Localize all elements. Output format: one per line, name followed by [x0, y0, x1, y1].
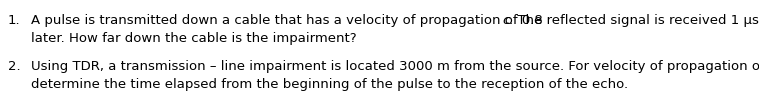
Text: Using TDR, a transmission – line impairment is located 3000 m from the source. F: Using TDR, a transmission – line impairm…	[31, 60, 759, 73]
Text: determine the time elapsed from the beginning of the pulse to the reception of t: determine the time elapsed from the begi…	[31, 78, 628, 91]
Text: c: c	[502, 14, 510, 27]
Text: later. How far down the cable is the impairment?: later. How far down the cable is the imp…	[31, 32, 357, 45]
Text: A pulse is transmitted down a cable that has a velocity of propagation of 0.8: A pulse is transmitted down a cable that…	[31, 14, 543, 27]
Text: . The reflected signal is received 1 µs: . The reflected signal is received 1 µs	[509, 14, 759, 27]
Text: 1.: 1.	[8, 14, 20, 27]
Text: 2.: 2.	[8, 60, 20, 73]
